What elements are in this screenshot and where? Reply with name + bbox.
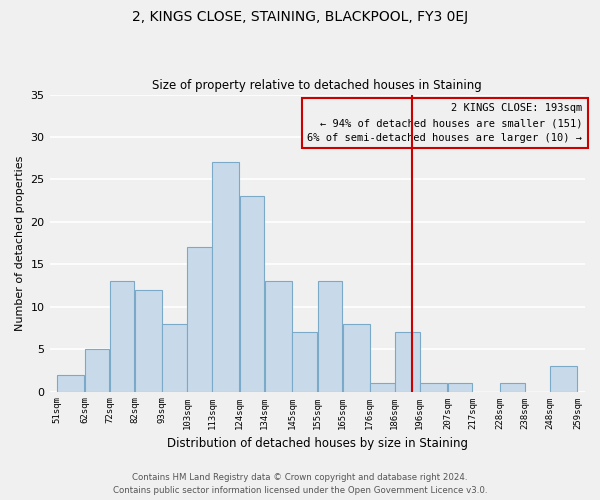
- Bar: [240, 196, 265, 392]
- Bar: [135, 290, 162, 392]
- Bar: [317, 281, 342, 392]
- Text: 2 KINGS CLOSE: 193sqm
← 94% of detached houses are smaller (151)
6% of semi-deta: 2 KINGS CLOSE: 193sqm ← 94% of detached …: [307, 104, 583, 143]
- Bar: [292, 332, 317, 392]
- Bar: [110, 281, 134, 392]
- Bar: [212, 162, 239, 392]
- Bar: [58, 374, 84, 392]
- Y-axis label: Number of detached properties: Number of detached properties: [15, 156, 25, 330]
- Bar: [265, 281, 292, 392]
- Bar: [395, 332, 419, 392]
- Bar: [420, 383, 447, 392]
- Text: 2, KINGS CLOSE, STAINING, BLACKPOOL, FY3 0EJ: 2, KINGS CLOSE, STAINING, BLACKPOOL, FY3…: [132, 10, 468, 24]
- Bar: [550, 366, 577, 392]
- Text: Contains HM Land Registry data © Crown copyright and database right 2024.
Contai: Contains HM Land Registry data © Crown c…: [113, 474, 487, 495]
- Bar: [187, 248, 212, 392]
- Bar: [500, 383, 524, 392]
- Bar: [448, 383, 472, 392]
- Bar: [343, 324, 370, 392]
- Bar: [163, 324, 187, 392]
- Title: Size of property relative to detached houses in Staining: Size of property relative to detached ho…: [152, 79, 482, 92]
- Bar: [85, 349, 109, 392]
- X-axis label: Distribution of detached houses by size in Staining: Distribution of detached houses by size …: [167, 437, 468, 450]
- Bar: [370, 383, 395, 392]
